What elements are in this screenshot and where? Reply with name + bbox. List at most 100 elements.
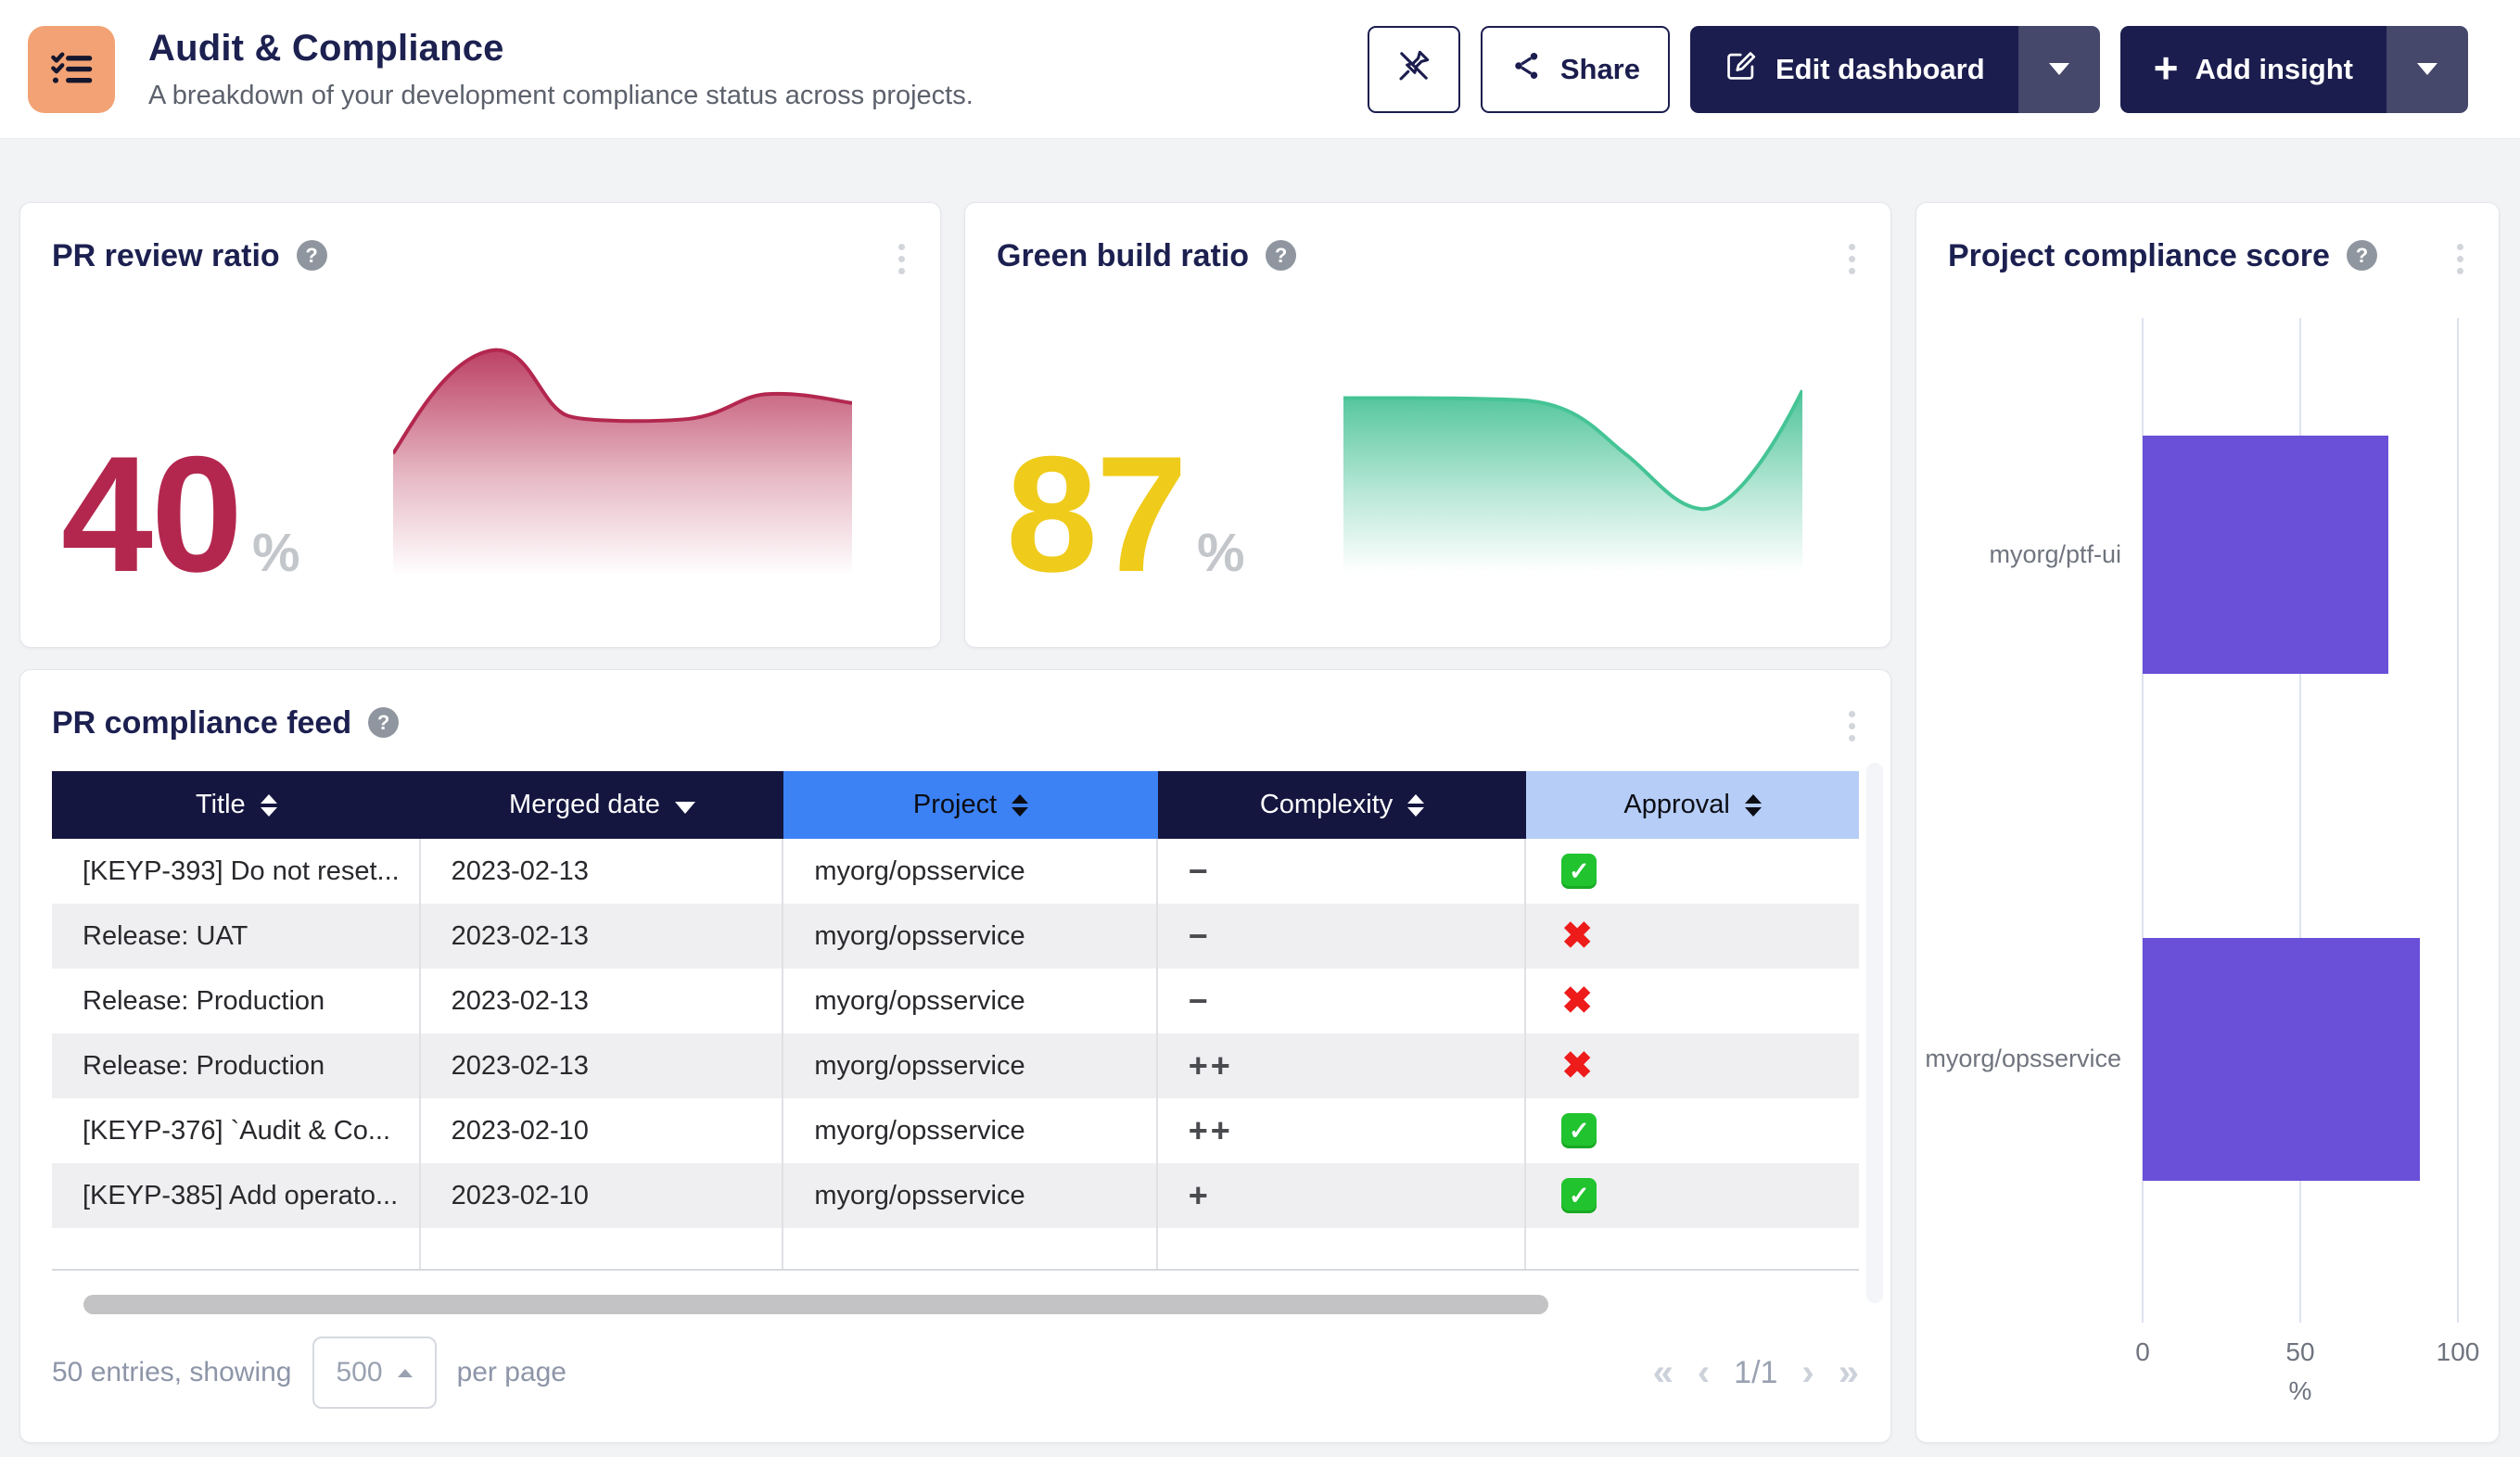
table-row[interactable]: [KEYP-385] Add operato... 2023-02-10 myo…: [52, 1163, 1859, 1228]
column-header-project[interactable]: Project: [783, 771, 1158, 839]
card-title: PR review ratio: [52, 238, 280, 273]
cell-complexity: −: [1158, 969, 1527, 1033]
cell-project: myorg/opsservice: [783, 969, 1158, 1033]
green-build-ratio-card: Green build ratio ? 87 %: [964, 202, 1891, 648]
table-row[interactable]: Release: Production 2023-02-13 myorg/ops…: [52, 969, 1859, 1033]
x-tick: 0: [2135, 1337, 2150, 1366]
gridline-50: [2299, 318, 2301, 1323]
project-compliance-score-card: Project compliance score ? myorg/ptf-ui …: [1915, 202, 2500, 1443]
horizontal-scrollbar: [83, 1295, 1891, 1314]
column-header-merged-date[interactable]: Merged date: [420, 771, 784, 839]
pr-compliance-feed-card: PR compliance feed ? Title Merged date P…: [19, 669, 1891, 1443]
add-insight-dropdown[interactable]: [2386, 25, 2468, 113]
metric-value: 40 %: [61, 422, 300, 606]
unpin-button[interactable]: [1367, 25, 1460, 113]
edit-dashboard-label: Edit dashboard: [1775, 52, 1985, 85]
table-row[interactable]: Release: UAT 2023-02-13 myorg/opsservice…: [52, 904, 1859, 969]
column-header-title[interactable]: Title: [52, 771, 421, 839]
more-menu-icon[interactable]: [2453, 238, 2467, 280]
edit-dashboard-button[interactable]: Edit dashboard: [1690, 25, 2018, 113]
pr-review-ratio-card: PR review ratio ? 40 %: [19, 202, 941, 648]
sort-icon: [260, 793, 277, 817]
bar-ptf-ui[interactable]: [2143, 436, 2388, 674]
cell-project: myorg/opsservice: [783, 904, 1158, 969]
approval-status-icon: ✓: [1561, 1178, 1597, 1213]
previous-page-button[interactable]: ‹: [1697, 1352, 1711, 1393]
next-page-button[interactable]: ›: [1801, 1352, 1814, 1393]
cell-project: myorg/opsservice: [783, 1033, 1158, 1098]
cell-title: Release: Production: [52, 969, 421, 1033]
page-header: Audit & Compliance A breakdown of your d…: [0, 0, 2520, 139]
sort-desc-icon: [674, 796, 695, 814]
bar-opsservice[interactable]: [2143, 938, 2420, 1181]
chevron-down-icon: [2417, 63, 2437, 75]
table-body: [KEYP-393] Do not reset... 2023-02-13 my…: [52, 839, 1859, 1271]
cell-title: Release: UAT: [52, 904, 421, 969]
cell-title: [KEYP-385] Add operato...: [52, 1163, 421, 1228]
cell-approval: ✖: [1526, 969, 1859, 1033]
horizontal-scrollbar-thumb[interactable]: [83, 1295, 1548, 1314]
cell-complexity: −: [1158, 904, 1527, 969]
gridline-0: [2142, 318, 2144, 1323]
help-icon[interactable]: ?: [368, 707, 400, 738]
page-title: Audit & Compliance: [148, 27, 504, 69]
card-title: Project compliance score: [1948, 238, 2330, 273]
approval-status-icon: ✓: [1561, 1113, 1597, 1148]
sort-icon: [1012, 793, 1029, 817]
page-subtitle: A breakdown of your development complian…: [148, 80, 974, 110]
bar-label: myorg/opsservice: [1925, 1045, 2121, 1072]
edit-pencil-icon: [1724, 48, 1759, 91]
page-size-select[interactable]: 500: [312, 1337, 437, 1409]
table-header-row: Title Merged date Project Complexity: [52, 771, 1859, 839]
cell-complexity: −: [1158, 839, 1527, 904]
cell-title: [KEYP-393] Do not reset...: [52, 839, 421, 904]
edit-dashboard-split-button: Edit dashboard: [1690, 25, 2100, 113]
cell-complexity: ++: [1158, 1098, 1527, 1163]
approval-status-icon: ✖: [1561, 981, 1593, 1021]
metric-value: 87 %: [1006, 422, 1245, 606]
more-menu-icon[interactable]: [895, 238, 909, 280]
x-axis-label: %: [2288, 1376, 2312, 1405]
add-insight-button[interactable]: + Add insight: [2119, 25, 2386, 113]
first-page-button[interactable]: «: [1652, 1352, 1674, 1393]
chevron-up-icon: [397, 1368, 413, 1377]
last-page-button[interactable]: »: [1838, 1352, 1859, 1393]
table-row[interactable]: [KEYP-376] `Audit & Co... 2023-02-10 myo…: [52, 1098, 1859, 1163]
cell-approval: ✓: [1526, 1098, 1859, 1163]
page-indicator: 1/1: [1734, 1354, 1778, 1390]
bar-chart: myorg/ptf-ui myorg/opsservice 0 50 100 %: [1925, 318, 2479, 1405]
share-button[interactable]: Share: [1480, 25, 1670, 113]
table-row[interactable]: [KEYP-393] Do not reset... 2023-02-13 my…: [52, 839, 1859, 904]
card-title: Green build ratio: [997, 238, 1250, 273]
cell-approval: ✖: [1526, 904, 1859, 969]
help-icon[interactable]: ?: [296, 240, 327, 271]
share-label: Share: [1559, 52, 1640, 85]
add-insight-split-button: + Add insight: [2119, 25, 2468, 113]
plus-icon: +: [2153, 43, 2179, 92]
bar-label: myorg/ptf-ui: [1989, 540, 2121, 568]
more-menu-icon[interactable]: [1845, 238, 1859, 280]
share-icon: [1510, 49, 1544, 90]
cell-merged-date: 2023-02-13: [421, 839, 784, 904]
help-icon[interactable]: ?: [2346, 240, 2377, 271]
cell-merged-date: 2023-02-13: [421, 1033, 784, 1098]
column-header-approval[interactable]: Approval: [1526, 771, 1859, 839]
gridline-100: [2457, 318, 2459, 1323]
table-row[interactable]: Release: Production 2023-02-13 myorg/ops…: [52, 1033, 1859, 1098]
vertical-scrollbar[interactable]: [1866, 763, 1883, 1303]
cell-title: [KEYP-376] `Audit & Co...: [52, 1098, 421, 1163]
column-header-complexity[interactable]: Complexity: [1157, 771, 1527, 839]
cell-title: Release: Production: [52, 1033, 421, 1098]
entries-count-text: 50 entries, showing: [52, 1357, 292, 1387]
cell-complexity: +: [1158, 1163, 1527, 1228]
more-menu-icon[interactable]: [1845, 705, 1859, 747]
x-tick: 100: [2436, 1337, 2480, 1366]
pagination: « ‹ 1/1 › »: [1653, 1354, 1859, 1391]
cell-project: myorg/opsservice: [783, 839, 1158, 904]
cell-merged-date: 2023-02-13: [421, 904, 784, 969]
approval-status-icon: ✖: [1561, 1045, 1593, 1086]
cell-approval: ✖: [1526, 1033, 1859, 1098]
cell-project: myorg/opsservice: [783, 1163, 1158, 1228]
help-icon[interactable]: ?: [1266, 240, 1297, 271]
edit-dashboard-dropdown[interactable]: [2017, 25, 2100, 113]
